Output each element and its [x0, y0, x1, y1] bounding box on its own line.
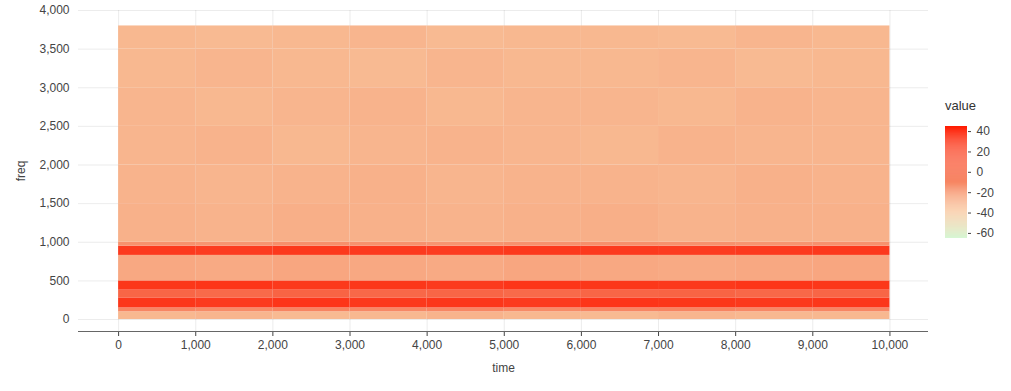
svg-text:3,000: 3,000: [335, 338, 365, 352]
svg-text:20: 20: [977, 145, 991, 159]
svg-text:2,000: 2,000: [258, 338, 288, 352]
svg-text:40: 40: [977, 124, 991, 138]
svg-text:4,000: 4,000: [412, 338, 442, 352]
svg-text:8,000: 8,000: [721, 338, 751, 352]
svg-text:1,000: 1,000: [181, 338, 211, 352]
svg-text:500: 500: [49, 274, 69, 288]
svg-text:6,000: 6,000: [566, 338, 596, 352]
svg-text:-60: -60: [977, 226, 995, 240]
svg-text:4,000: 4,000: [39, 3, 69, 17]
svg-text:7,000: 7,000: [644, 338, 674, 352]
html-text:value: value: [945, 98, 977, 113]
svg-text:time: time: [492, 361, 515, 375]
svg-text:1,000: 1,000: [39, 235, 69, 249]
svg-text:freq: freq: [14, 161, 28, 182]
svg-text:9,000: 9,000: [798, 338, 828, 352]
svg-text:5,000: 5,000: [489, 338, 519, 352]
svg-text:0: 0: [977, 165, 984, 179]
svg-text:1,500: 1,500: [39, 196, 69, 210]
svg-text:0: 0: [115, 338, 122, 352]
svg-text:3,500: 3,500: [39, 42, 69, 56]
svg-text:0: 0: [63, 312, 70, 326]
svg-text:-20: -20: [977, 186, 995, 200]
svg-text:2,500: 2,500: [39, 119, 69, 133]
svg-text:3,000: 3,000: [39, 81, 69, 95]
svg-text:10,000: 10,000: [872, 338, 909, 352]
svg-text:-40: -40: [977, 206, 995, 220]
svg-text:2,000: 2,000: [39, 158, 69, 172]
